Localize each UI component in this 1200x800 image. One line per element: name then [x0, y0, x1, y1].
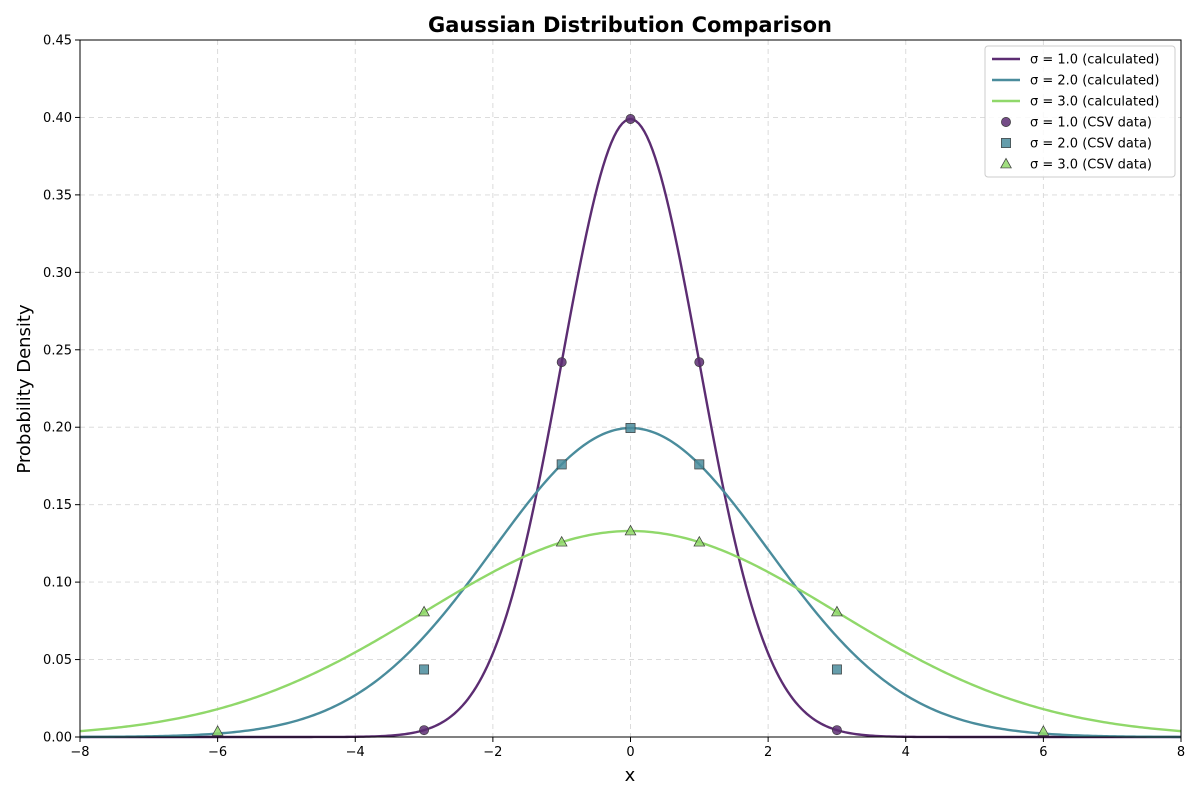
data-point-circle: [831, 725, 842, 736]
data-point-square: [625, 423, 636, 433]
data-point-circle: [625, 114, 636, 124]
data-point-triangle: [555, 535, 568, 547]
x-tick-label: −6: [208, 745, 227, 760]
y-tick-label: 0.20: [43, 421, 72, 436]
x-tick-label: −2: [483, 745, 502, 760]
data-point-triangle: [211, 725, 224, 736]
data-point-square: [831, 664, 842, 675]
x-axis-label: x: [625, 765, 636, 786]
y-tick-label: 0.15: [43, 498, 72, 513]
chart-title: Gaussian Distribution Comparison: [428, 13, 832, 37]
data-point-square: [694, 459, 705, 470]
y-tick-label: 0.45: [43, 34, 72, 49]
legend-label: σ = 1.0 (calculated): [1030, 53, 1159, 68]
data-point-triangle: [418, 605, 430, 617]
legend-label: σ = 1.0 (CSV data): [1030, 116, 1152, 131]
legend: σ = 1.0 (calculated) σ = 2.0 (calculated)…: [984, 45, 1176, 178]
legend-marker-swatch: [1001, 117, 1011, 127]
y-tick-label: 0.40: [43, 111, 72, 126]
data-point-triangle: [693, 535, 706, 547]
legend-label: σ = 2.0 (CSV data): [1030, 137, 1152, 152]
x-tick-label: 6: [1039, 745, 1047, 760]
legend-label: σ = 3.0 (CSV data): [1030, 158, 1152, 173]
x-tick-label: −4: [346, 745, 365, 760]
tick-layer: −8 −6 −4 −2 0 2 4 6 8 0.00 0.05 0.10 0.15 0.20 0.25 0.3…: [43, 34, 1185, 761]
legend-box: [984, 45, 1176, 178]
y-tick-label: 0.25: [43, 343, 72, 358]
data-point-triangle: [1037, 725, 1050, 736]
legend-marker-swatch: [1001, 138, 1011, 148]
data-point-square: [419, 664, 430, 675]
data-point-circle: [419, 725, 430, 736]
y-tick-label: 0.30: [43, 266, 72, 281]
data-point-triangle: [624, 524, 637, 536]
legend-label: σ = 3.0 (calculated): [1030, 95, 1159, 110]
x-tick-label: 0: [626, 745, 634, 760]
y-tick-label: 0.10: [43, 576, 72, 591]
legend-items: σ = 1.0 (calculated) σ = 2.0 (calculated)…: [992, 53, 1159, 173]
data-point-square: [556, 459, 567, 470]
y-tick-label: 0.35: [43, 188, 72, 203]
data-point-circle: [556, 357, 567, 368]
legend-label: σ = 2.0 (calculated): [1030, 74, 1159, 89]
x-tick-label: 2: [764, 745, 772, 760]
y-axis-label: Probability Density: [14, 304, 35, 474]
x-tick-label: 4: [902, 745, 910, 760]
legend-marker-swatch: [1000, 157, 1012, 169]
data-point-circle: [694, 357, 705, 368]
x-tick-label: 8: [1177, 745, 1185, 760]
data-point-triangle: [831, 605, 843, 617]
y-tick-label: 0.00: [43, 731, 72, 746]
y-tick-label: 0.05: [43, 653, 72, 668]
x-tick-label: −8: [70, 745, 89, 760]
point-layer: [211, 114, 1050, 736]
